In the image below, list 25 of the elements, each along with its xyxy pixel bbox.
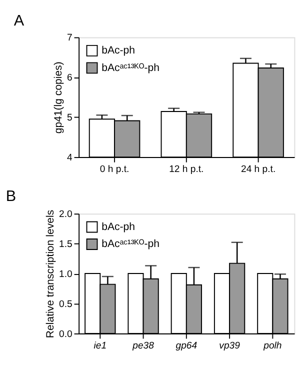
y-tick-label: 4 bbox=[67, 152, 74, 164]
y-axis-title: gp41(lg copies) bbox=[52, 62, 64, 134]
y-tick-label: 1.5 bbox=[59, 238, 72, 250]
chart-title: A bbox=[14, 12, 25, 30]
x-tick-label: 24 h p.t. bbox=[240, 164, 276, 175]
y-tick-label: 0.0 bbox=[59, 328, 72, 340]
y-axis-title: Relative transcription levels bbox=[44, 210, 56, 338]
y-tick-label: 7 bbox=[67, 32, 72, 44]
y-tick-label: 0.5 bbox=[59, 298, 72, 310]
legend-label: bAcᵃᶜ¹³ᴷᴼ-ph bbox=[102, 238, 160, 250]
x-tick-label: ie1 bbox=[94, 340, 107, 352]
chart-title: B bbox=[6, 188, 16, 206]
x-tick-label: 0 h p.t. bbox=[100, 164, 130, 175]
x-tick-label: 12 h p.t. bbox=[169, 164, 204, 175]
legend-label: bAcᵃᶜ¹³ᴷᴼ-ph bbox=[102, 62, 160, 74]
y-tick-label: 2.0 bbox=[59, 208, 72, 220]
legend-label: bAc-ph bbox=[102, 220, 136, 233]
legend-label: bAc-ph bbox=[102, 44, 136, 57]
x-tick-label: polh bbox=[262, 340, 282, 352]
x-tick-label: pe38 bbox=[132, 340, 155, 352]
y-tick-label: 5 bbox=[67, 112, 72, 124]
x-tick-label: gp64 bbox=[176, 340, 198, 352]
y-tick-label: 6 bbox=[67, 72, 72, 84]
x-tick-label: vp39 bbox=[219, 340, 241, 352]
y-tick-label: 1.0 bbox=[59, 268, 72, 280]
